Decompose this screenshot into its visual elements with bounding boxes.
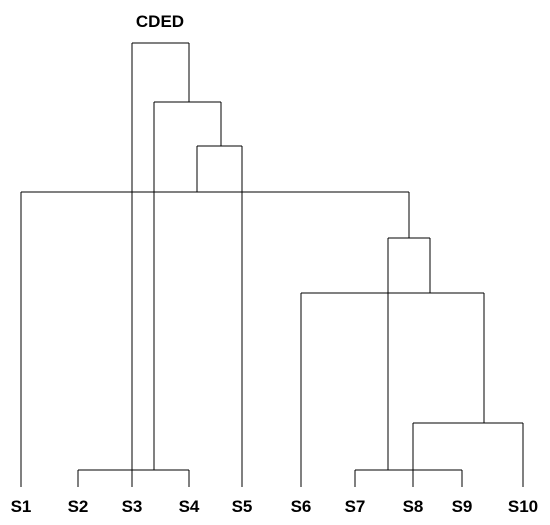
leaf-label-s10: S10 bbox=[508, 497, 538, 516]
leaf-label-s8: S8 bbox=[403, 497, 424, 516]
leaf-label-s9: S9 bbox=[452, 497, 473, 516]
diagram-title: CDED bbox=[136, 12, 184, 31]
leaf-label-s1: S1 bbox=[11, 497, 32, 516]
leaf-label-s3: S3 bbox=[122, 497, 143, 516]
leaf-label-s7: S7 bbox=[345, 497, 366, 516]
leaf-label-s5: S5 bbox=[232, 497, 253, 516]
dendrogram-branches bbox=[20, 42, 524, 487]
leaf-label-s6: S6 bbox=[291, 497, 312, 516]
leaf-labels: S1 S2 S3 S4 S5 S6 S7 S8 S9 S10 bbox=[11, 497, 539, 516]
leaf-label-s4: S4 bbox=[179, 497, 200, 516]
leaf-label-s2: S2 bbox=[68, 497, 89, 516]
